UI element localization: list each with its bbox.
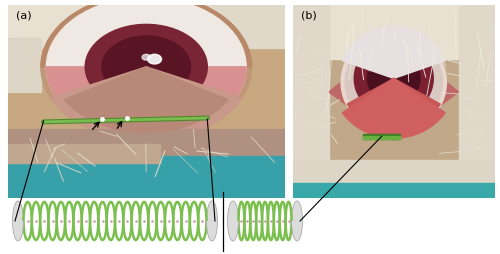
Circle shape xyxy=(148,54,162,64)
Bar xyxy=(8,129,285,198)
Circle shape xyxy=(368,53,420,104)
Circle shape xyxy=(102,36,190,98)
Wedge shape xyxy=(41,0,252,67)
Wedge shape xyxy=(46,67,246,136)
Bar xyxy=(188,5,285,47)
Wedge shape xyxy=(50,67,242,140)
Circle shape xyxy=(85,24,208,109)
Bar xyxy=(458,5,495,198)
Circle shape xyxy=(354,41,433,116)
Wedge shape xyxy=(342,26,445,78)
Bar xyxy=(292,5,329,198)
Circle shape xyxy=(142,54,150,60)
Ellipse shape xyxy=(292,201,302,241)
Bar xyxy=(364,136,400,139)
Bar xyxy=(8,156,285,198)
Bar xyxy=(292,160,495,198)
Circle shape xyxy=(345,36,442,129)
Bar xyxy=(8,38,41,92)
Wedge shape xyxy=(41,67,252,140)
Circle shape xyxy=(341,32,446,133)
Polygon shape xyxy=(329,40,458,140)
Ellipse shape xyxy=(228,201,238,241)
Bar xyxy=(292,183,495,198)
Bar xyxy=(8,144,160,163)
Bar xyxy=(8,5,91,47)
Wedge shape xyxy=(342,78,445,138)
Text: (b): (b) xyxy=(300,11,316,21)
Ellipse shape xyxy=(12,201,24,241)
Wedge shape xyxy=(348,78,440,130)
Bar xyxy=(292,5,495,59)
Wedge shape xyxy=(64,67,228,133)
Bar xyxy=(364,134,400,139)
Wedge shape xyxy=(358,78,430,121)
Circle shape xyxy=(46,0,246,136)
Text: (a): (a) xyxy=(16,11,32,21)
Ellipse shape xyxy=(206,201,218,241)
